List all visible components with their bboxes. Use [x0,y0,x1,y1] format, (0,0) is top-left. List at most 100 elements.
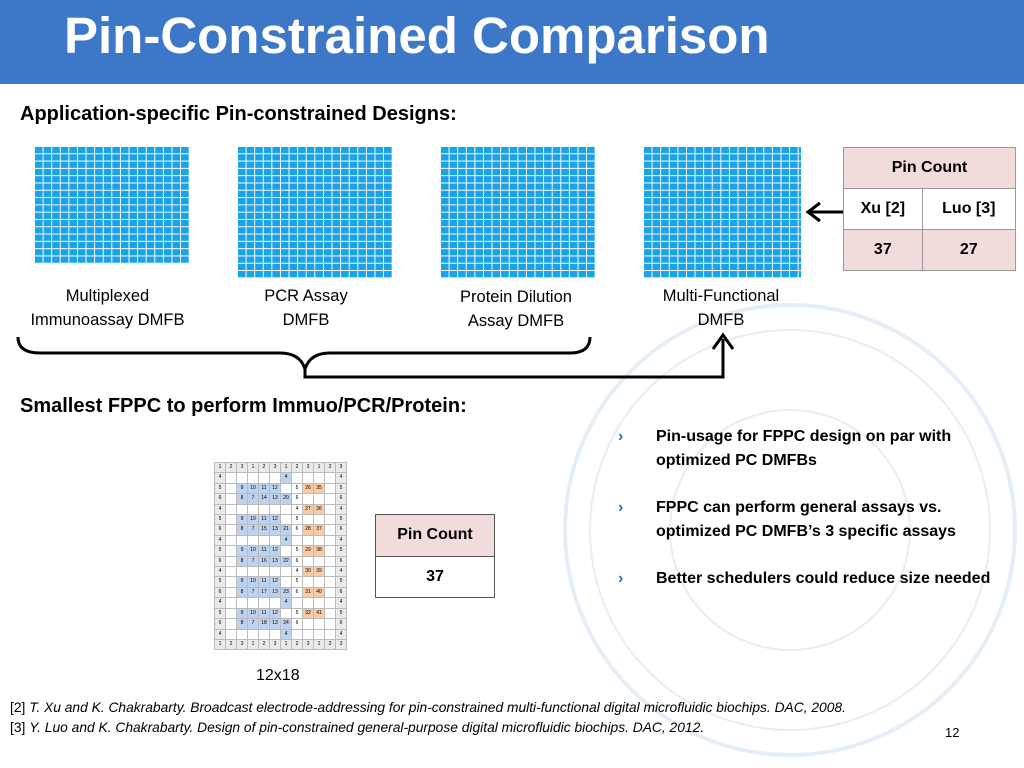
fppc-cell: 11 [258,607,270,620]
fppc-cell: 13 [269,618,281,630]
fppc-cell [324,618,336,630]
fppc-cell: 4 [335,472,347,484]
fppc-cell: 23 [280,586,292,599]
fppc-cell: 10 [247,576,259,588]
fppc-cell [324,503,336,516]
fppc-cell: 6 [335,586,347,599]
fppc-cell: 12 [269,545,281,557]
fppc-cell: 3 [335,461,347,474]
dmfb-grid-pcr [237,146,392,278]
fppc-cell: 20 [280,493,292,505]
fppc-cell [324,597,336,609]
fppc-cell: 4 [335,597,347,609]
fppc-cell: 5 [214,576,226,588]
fppc-cell: 3 [302,461,314,474]
fppc-cell: 12 [269,607,281,620]
fppc-cell: 10 [247,545,259,557]
fppc-cell: 4 [291,503,303,516]
fppc-cell [280,482,292,495]
fppc-cell: 15 [258,524,270,536]
fppc-cell [302,618,314,630]
fppc-cell [247,566,259,578]
fppc-cell: 28 [302,524,314,536]
fppc-cell [236,566,248,578]
fppc-cell: 11 [258,482,270,495]
fppc-cell [236,503,248,516]
fppc-cell [302,576,314,588]
fppc-cell: 8 [236,555,248,568]
fppc-cell: 7 [247,555,259,568]
fppc-cell [225,586,237,599]
pin-val-luo: 27 [921,229,1017,271]
fppc-cell: 5 [335,482,347,495]
fppc-cell: 2 [291,638,303,651]
fppc-cell: 9 [236,482,248,495]
fppc-cell: 12 [269,482,281,495]
bullet-item: › Better schedulers could reduce size ne… [618,567,1008,591]
fppc-cell [280,566,292,578]
fppc-cell: 6 [214,586,226,599]
fppc-cell [302,472,314,484]
fppc-cell: 4 [280,628,292,640]
dmfb-label-pcr: PCR Assay DMFB [264,287,348,329]
fppc-cell [225,576,237,588]
fppc-cell: 6 [214,524,226,536]
fppc-cell: 4 [214,534,226,547]
fppc-cell: 9 [236,545,248,557]
fppc-grid: 1 2 3 1 2 3 1 2 3 1 2 3 4 4 4 5 9 10 11 12 5 26 35 5 6 8 7 14 13 20 6 6… [214,461,347,651]
fppc-cell [291,472,303,484]
fppc-cell [313,576,325,588]
fppc-cell: 2 [225,461,237,474]
pin-col-xu: Xu [2] [843,188,923,230]
fppc-cell: 10 [247,514,259,526]
fppc-cell [225,545,237,557]
fppc-cell: 2 [225,638,237,651]
fppc-cell: 12 [269,576,281,588]
fppc-cell [258,566,270,578]
fppc-cell [280,514,292,526]
reference-2: [2] T. Xu and K. Chakrabarty. Broadcast … [10,700,846,715]
pin-col-luo: Luo [3] [921,188,1017,230]
fppc-cell [291,628,303,640]
fppc-row: 6 8 7 15 13 21 6 28 37 6 [214,524,347,536]
fppc-cell: 17 [258,586,270,599]
fppc-cell: 1 [247,638,259,651]
fppc-cell: 5 [214,545,226,557]
heading-smallest-fppc: Smallest FPPC to perform Immuo/PCR/Prote… [20,395,467,417]
fppc-cell: 1 [280,638,292,651]
fppc-cell [225,607,237,620]
fppc-row: 4 4 27 36 4 [214,503,347,516]
fppc-cell [247,472,259,484]
fppc-cell: 11 [258,514,270,526]
fppc-cell: 3 [302,638,314,651]
fppc-cell: 2 [291,461,303,474]
fppc-cell: 5 [291,545,303,557]
fppc-cell: 4 [214,472,226,484]
fppc-cell: 7 [247,618,259,630]
fppc-cell [269,597,281,609]
fppc-cell [225,597,237,609]
fppc-cell [225,524,237,536]
fppc-cell: 9 [236,514,248,526]
fppc-cell [225,566,237,578]
dmfb-label-multifunctional: Multi-Functional DMFB [662,287,780,329]
fppc-cell: 13 [269,586,281,599]
fppc-cell [225,503,237,516]
fppc-cell [324,534,336,547]
fppc-cell [302,534,314,547]
fppc-cell: 7 [247,524,259,536]
fppc-cell [324,586,336,599]
fppc-cell [236,597,248,609]
fppc-cell [313,555,325,568]
fppc-cell: 4 [291,566,303,578]
fppc-cell: 21 [280,524,292,536]
fppc-cell: 5 [291,607,303,620]
fppc-cell: 6 [291,618,303,630]
fppc-cell: 9 [236,607,248,620]
fppc-cell: 41 [313,607,325,620]
fppc-cell: 3 [269,461,281,474]
fppc-cell: 1 [214,461,226,474]
fppc-cell: 5 [214,607,226,620]
fppc-cell: 4 [335,534,347,547]
